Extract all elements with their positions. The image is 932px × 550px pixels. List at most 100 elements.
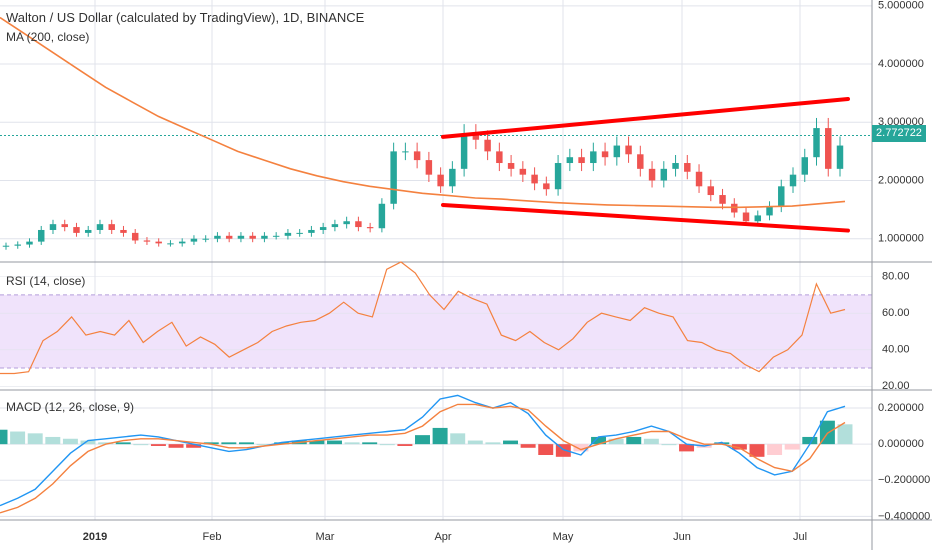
ma-line	[0, 16, 846, 209]
candle-body	[390, 151, 397, 204]
trend-line	[441, 96, 850, 139]
candle-body	[766, 206, 773, 216]
candle-body	[590, 151, 597, 164]
candle-body	[484, 139, 491, 152]
candle-body	[413, 151, 421, 161]
candle-body	[84, 229, 92, 233]
macd-axis-tick-label: 0.200000	[878, 402, 924, 414]
price-axis-tick-label: 2.000000	[878, 174, 924, 186]
candle-body	[26, 241, 33, 245]
macd-histogram-bar	[115, 442, 131, 445]
candle-body	[519, 168, 527, 175]
candle-body	[813, 128, 820, 158]
candle-body	[425, 160, 433, 175]
candle-body	[2, 245, 10, 247]
candle-body	[402, 151, 409, 153]
candle-body	[531, 174, 538, 184]
candle-body	[660, 168, 668, 181]
candle-body	[695, 171, 703, 187]
candle-body	[49, 224, 57, 230]
time-axis-tick-label: 2019	[83, 531, 107, 543]
candle-body	[190, 238, 198, 242]
macd-histogram-bar	[362, 442, 378, 445]
time-axis-tick-label: Apr	[434, 531, 451, 543]
signal-line	[0, 403, 846, 514]
candle-body	[284, 232, 292, 236]
trend-line	[441, 202, 850, 233]
macd-histogram-bar	[45, 436, 61, 445]
candle-body	[836, 145, 844, 169]
macd-histogram-bar	[415, 435, 430, 445]
candle-body	[331, 224, 339, 228]
macd-histogram-bar	[573, 444, 589, 452]
candle-body	[14, 244, 21, 246]
macd-histogram-bar	[679, 444, 695, 452]
macd-histogram-bar	[784, 444, 800, 450]
macd-histogram-bar	[802, 436, 818, 445]
time-axis-tick-label: Feb	[203, 531, 222, 543]
candle-body	[61, 224, 68, 228]
candle-body	[754, 215, 762, 222]
chart-title: Walton / US Dollar (calculated by Tradin…	[6, 10, 365, 25]
macd-histogram-bar	[714, 442, 730, 445]
rsi-axis-tick-label: 80.00	[882, 271, 910, 283]
candle-body	[648, 168, 656, 181]
macd-histogram-bar	[485, 442, 501, 445]
candle-body	[825, 128, 832, 169]
candle-body	[449, 168, 456, 187]
candle-body	[789, 174, 797, 187]
macd-histogram-bar	[27, 433, 43, 445]
candle-body	[272, 235, 280, 237]
rsi-indicator-label[interactable]: RSI (14, close)	[6, 274, 86, 288]
candle-body	[343, 221, 350, 225]
macd-histogram-bar	[503, 440, 519, 445]
candle-body	[355, 221, 362, 228]
time-axis-tick-label: May	[553, 531, 574, 543]
macd-histogram-bar	[837, 424, 853, 445]
price-axis-tick-label: 4.000000	[878, 58, 924, 70]
macd-histogram-bar	[626, 436, 642, 445]
time-axis-tick-label: Jul	[793, 531, 807, 543]
price-axis-tick-label: 1.000000	[878, 233, 924, 245]
macd-histogram-bar	[450, 433, 466, 445]
candle-body	[554, 163, 562, 190]
candle-body	[366, 227, 374, 229]
macd-histogram-bar	[538, 444, 554, 455]
candle-body	[778, 186, 785, 207]
macd-histogram-bar	[256, 444, 272, 446]
macd-histogram-bar	[80, 440, 96, 445]
macd-histogram-bar	[150, 444, 166, 446]
candle-body	[672, 163, 679, 169]
candle-body	[155, 241, 162, 244]
macd-histogram-bar	[186, 444, 202, 448]
candle-body	[437, 174, 444, 187]
macd-histogram-bar	[238, 442, 254, 445]
candle-body	[249, 235, 256, 239]
macd-indicator-label[interactable]: MACD (12, 26, close, 9)	[6, 400, 135, 414]
macd-histogram-bar	[397, 444, 413, 446]
rsi-axis-tick-label: 60.00	[882, 307, 910, 319]
price-axis-tick-label: 5.000000	[878, 0, 924, 12]
macd-histogram-bar	[274, 442, 290, 445]
macd-histogram-bar	[0, 429, 8, 445]
candle-body	[601, 151, 609, 158]
macd-histogram-bar	[661, 444, 677, 446]
macd-histogram-bar	[309, 440, 325, 445]
macd-histogram-bar	[379, 444, 395, 446]
macd-axis-tick-label: −0.400000	[878, 510, 930, 522]
macd-histogram-bar	[608, 438, 624, 445]
ma-indicator-label[interactable]: MA (200, close)	[6, 30, 90, 44]
candle-body	[108, 224, 115, 230]
candle-body	[225, 235, 233, 239]
candle-body	[120, 229, 127, 233]
macd-histogram-bar	[326, 440, 342, 445]
candle-body	[296, 232, 303, 234]
macd-histogram-bar	[168, 444, 184, 448]
candle-body	[578, 157, 585, 164]
macd-histogram-bar	[432, 427, 448, 445]
time-axis-tick-label: Mar	[316, 531, 335, 543]
macd-histogram-bar	[344, 442, 360, 445]
candle-body	[566, 157, 574, 164]
candle-body	[507, 163, 515, 169]
